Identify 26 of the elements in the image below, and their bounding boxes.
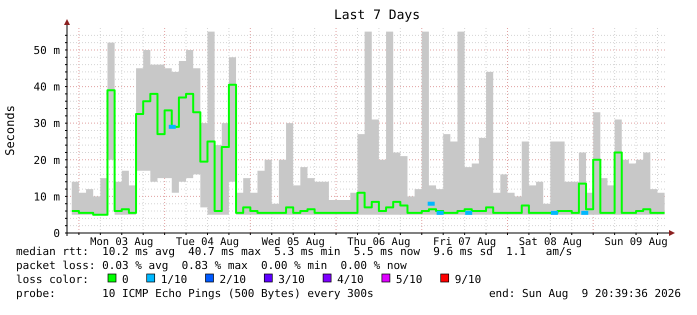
x-tick-label: Mon 03 Aug [90, 236, 154, 248]
legend-label: 1/10 [160, 273, 188, 286]
text: probe: 10 ICMP Echo Pings (500 Bytes) every 300s [16, 287, 374, 300]
y-tick-label: 30 m [34, 117, 60, 130]
y-tick-label: 40 m [34, 80, 60, 94]
y-tick-label: 20 m [34, 154, 60, 167]
legend-label: 3/10 [278, 273, 305, 286]
legend-label: 2/10 [220, 273, 246, 286]
x-tick-label: Fri 07 Aug [433, 236, 496, 248]
legend-label: 4/10 [337, 273, 364, 286]
x-tick-label: Wed 05 Aug [262, 236, 325, 248]
text: packet loss: 0.03 % avg 0.83 % max 0.00 % min 0.00 % now [16, 259, 408, 272]
y-axis-title: Seconds [3, 105, 17, 156]
x-tick-label: Tue 04 Aug [176, 236, 240, 248]
y-tick-label: 10 m [34, 190, 60, 204]
x-tick-label: Sat 08 Aug [518, 236, 582, 248]
x-tick-label: Sun 09 Aug [604, 236, 668, 248]
x-tick-label: Thu 06 Aug [347, 236, 411, 248]
legend-label: 9/10 [454, 273, 482, 286]
chart-title: Last 7 Days [334, 8, 420, 23]
legend-label: 0 [122, 273, 129, 286]
text: loss color: [16, 273, 89, 286]
legend-label: 5/10 [396, 273, 422, 286]
y-tick-label: 0 [53, 227, 60, 240]
text: end: Sun Aug 9 20:39:36 2026 [488, 287, 681, 300]
y-tick-label: 50 m [34, 44, 60, 57]
